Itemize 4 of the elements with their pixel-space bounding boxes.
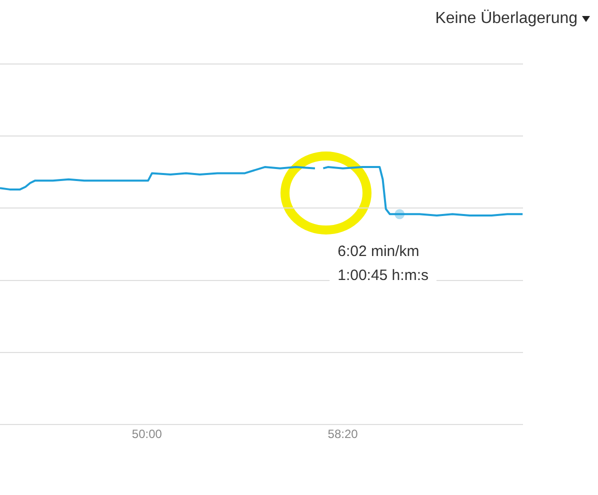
text: Keine Überlagerung <box>435 10 578 27</box>
x-tick-label: 58:20 <box>328 427 358 442</box>
x-tick-label: 50:00 <box>132 427 162 442</box>
annotation: 6:02 min/km 1:00:45 h:m:s <box>338 242 428 284</box>
